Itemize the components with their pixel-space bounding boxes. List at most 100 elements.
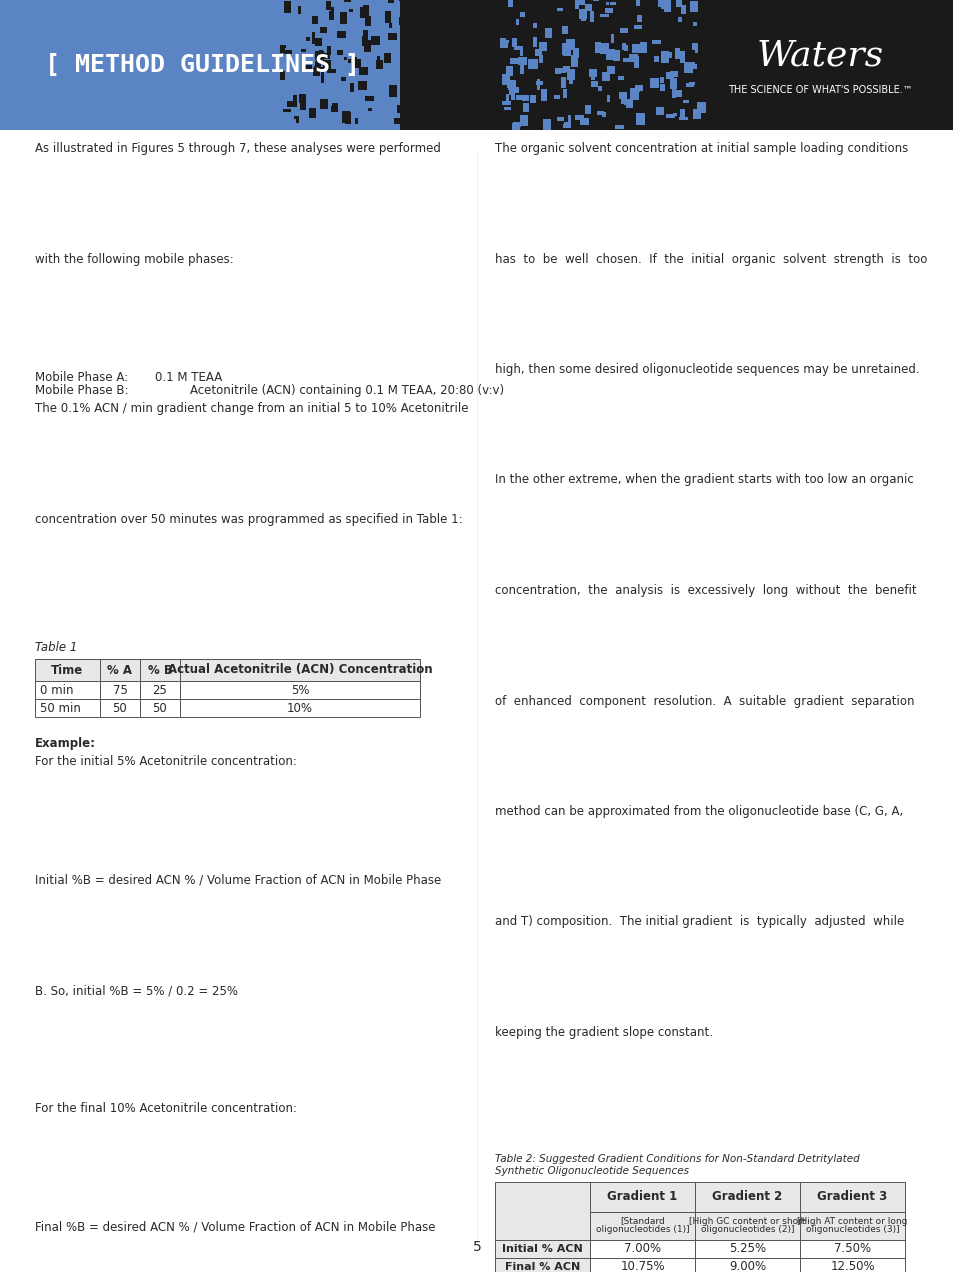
Text: The organic solvent concentration at initial sample loading conditions: The organic solvent concentration at ini… <box>495 142 907 155</box>
Bar <box>558 67 565 73</box>
Bar <box>498 25 501 36</box>
Bar <box>544 28 552 38</box>
Text: For the initial 5% Acetonitrile concentration:: For the initial 5% Acetonitrile concentr… <box>35 756 296 768</box>
Text: 5%: 5% <box>291 683 309 697</box>
Bar <box>504 39 509 43</box>
Bar <box>679 109 684 120</box>
Bar <box>313 67 319 76</box>
Text: oligonucleotides (2)]: oligonucleotides (2)] <box>700 1225 794 1235</box>
Bar <box>427 8 435 18</box>
Bar <box>691 43 698 50</box>
Bar <box>451 45 457 50</box>
Bar <box>295 117 298 123</box>
Bar <box>314 51 324 60</box>
Text: % B: % B <box>148 664 172 677</box>
Bar <box>140 700 180 717</box>
Bar <box>606 66 615 74</box>
Bar <box>299 98 306 109</box>
Bar <box>589 1239 695 1258</box>
Bar <box>327 69 335 73</box>
Bar <box>361 36 368 46</box>
Bar <box>303 65 312 73</box>
Bar <box>511 94 515 100</box>
Text: keeping the gradient slope constant.: keeping the gradient slope constant. <box>495 1027 712 1039</box>
Text: and T) composition.  The initial gradient  is  typically  adjusted  while: and T) composition. The initial gradient… <box>495 916 903 929</box>
Bar <box>336 31 346 38</box>
Bar <box>140 681 180 700</box>
Bar <box>407 94 413 99</box>
Bar <box>495 1239 589 1258</box>
Bar <box>695 1239 800 1258</box>
Bar <box>413 27 417 33</box>
Bar <box>314 61 319 67</box>
Bar <box>294 116 298 120</box>
Bar <box>140 659 180 681</box>
Bar <box>566 123 569 128</box>
Bar <box>562 123 571 128</box>
Bar <box>620 93 625 104</box>
Text: Example:: Example: <box>35 736 96 750</box>
Bar <box>692 109 700 120</box>
Text: has  to  be  well  chosen.  If  the  initial  organic  solvent  strength  is  to: has to be well chosen. If the initial or… <box>495 253 926 266</box>
Bar <box>636 113 644 125</box>
Bar <box>562 66 569 73</box>
Bar <box>327 46 331 55</box>
Text: Gradient 3: Gradient 3 <box>817 1191 886 1203</box>
Bar <box>315 59 320 71</box>
Text: [ METHOD GUIDELINES ]: [ METHOD GUIDELINES ] <box>45 53 359 78</box>
Text: oligonucleotides (1)]: oligonucleotides (1)] <box>595 1225 689 1235</box>
Bar <box>589 1258 695 1272</box>
Bar <box>483 42 489 46</box>
Bar <box>507 80 516 90</box>
Bar <box>314 66 319 70</box>
Bar <box>507 0 513 8</box>
Bar <box>579 118 588 125</box>
Bar <box>621 43 625 50</box>
Bar <box>509 90 515 95</box>
Bar <box>434 116 441 127</box>
Bar <box>458 46 468 52</box>
Bar <box>348 59 351 64</box>
Bar <box>682 100 688 103</box>
Bar <box>557 8 562 11</box>
Bar <box>280 71 285 80</box>
Bar <box>438 118 446 127</box>
Bar <box>35 659 419 681</box>
Text: Mobile Phase A:: Mobile Phase A: <box>35 371 128 384</box>
Bar <box>636 0 639 6</box>
Bar <box>476 89 482 92</box>
Bar <box>571 55 578 67</box>
Bar <box>385 11 391 23</box>
Bar <box>651 39 660 45</box>
Text: 10.75%: 10.75% <box>619 1261 664 1272</box>
Bar <box>416 92 418 94</box>
Bar <box>695 1182 800 1211</box>
Bar <box>578 9 586 19</box>
Bar <box>449 31 456 39</box>
Bar <box>589 1182 695 1211</box>
Bar <box>420 111 423 120</box>
Bar <box>635 85 642 92</box>
Bar <box>679 117 687 120</box>
Bar <box>580 9 585 22</box>
Bar <box>456 38 461 50</box>
Bar <box>566 69 575 80</box>
Bar <box>314 38 322 46</box>
Bar <box>671 88 676 98</box>
Bar <box>438 28 444 34</box>
Bar <box>663 0 670 11</box>
Bar <box>554 95 559 99</box>
Bar <box>361 8 369 17</box>
Bar <box>312 17 317 24</box>
Bar <box>535 50 541 56</box>
Bar <box>568 45 574 50</box>
Bar <box>499 38 505 48</box>
Bar <box>389 85 396 97</box>
Bar <box>365 17 371 25</box>
Bar <box>649 78 659 88</box>
Bar <box>384 53 391 64</box>
Text: Gradient 2: Gradient 2 <box>712 1191 781 1203</box>
Bar <box>421 19 427 23</box>
Text: [High AT content or long: [High AT content or long <box>797 1216 906 1225</box>
Bar <box>388 33 396 39</box>
